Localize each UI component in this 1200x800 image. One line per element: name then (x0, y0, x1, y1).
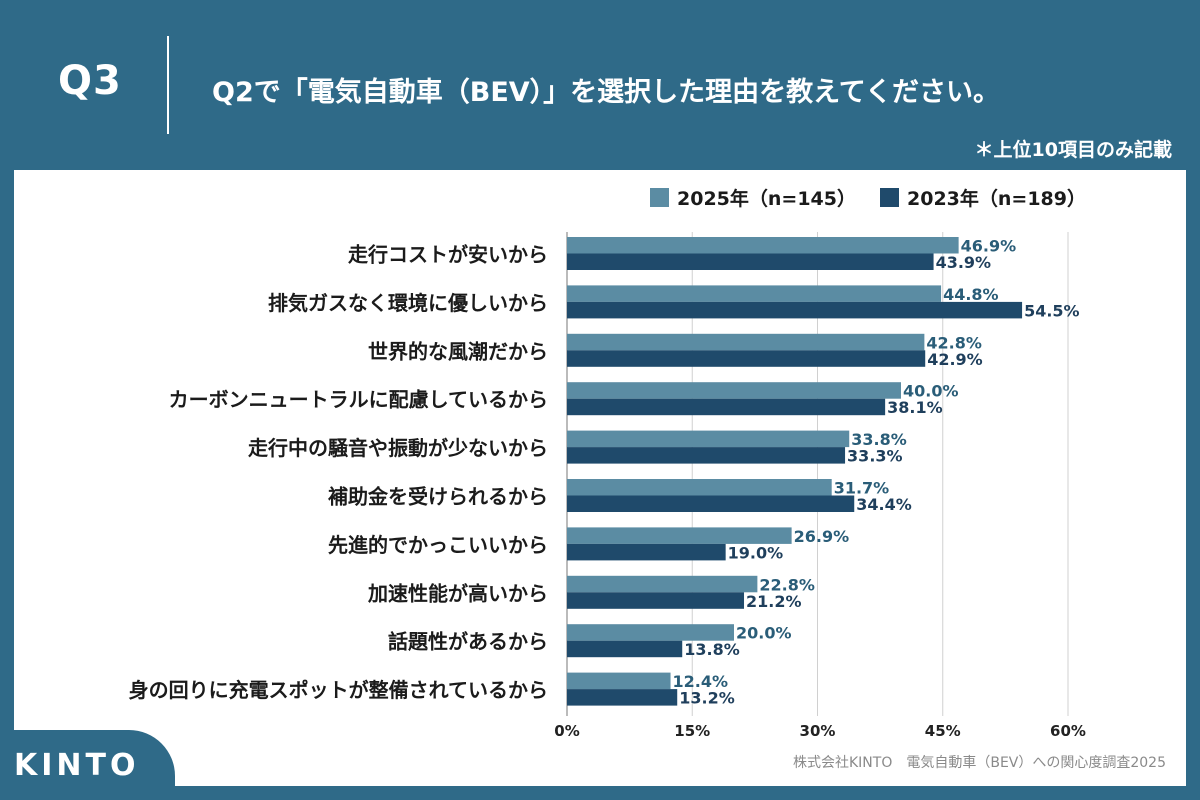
data-label-2023: 38.1% (887, 398, 943, 417)
bar-2023 (567, 543, 726, 561)
data-label-2025: 26.9% (794, 527, 850, 546)
legend-swatch-2025 (650, 188, 669, 207)
data-label-2023: 19.0% (728, 543, 784, 562)
bar-2025 (567, 382, 901, 399)
kinto-logo: KINTO (14, 748, 140, 783)
legend-label-2025: 2025年（n=145） (677, 188, 856, 210)
category-label: 加速性能が高いから (367, 581, 548, 605)
category-label: 話題性があるから (388, 630, 548, 654)
bar-2023 (567, 640, 683, 658)
category-label: カーボンニュートラルに配慮しているから (169, 388, 548, 412)
bar-2025 (567, 575, 758, 593)
bar-2025 (567, 624, 734, 641)
legend-item-2023: 2023年（n=189） (880, 184, 1086, 211)
x-tick-label: 15% (674, 722, 710, 740)
bar-2023 (567, 447, 846, 464)
data-label-2025: 40.0% (903, 382, 959, 401)
data-label-2025: 33.8% (851, 430, 907, 449)
bar-2023 (567, 495, 855, 512)
data-label-2025: 12.4% (673, 672, 729, 691)
data-label-2023: 33.3% (847, 447, 903, 466)
legend-swatch-2023 (880, 188, 899, 207)
bar-2025 (567, 479, 832, 496)
category-label: 世界的な風潮だから (368, 339, 548, 363)
bar-2025 (567, 430, 850, 448)
legend-label-2023: 2023年（n=189） (907, 188, 1086, 210)
x-tick-label: 60% (1050, 722, 1086, 740)
data-label-2023: 43.9% (936, 253, 992, 272)
bar-2023 (567, 253, 934, 270)
data-label-2025: 20.0% (736, 624, 792, 643)
data-label-2025: 31.7% (834, 479, 890, 498)
category-label: 補助金を受けられるから (327, 485, 548, 509)
bar-2025 (567, 527, 792, 544)
data-label-2025: 46.9% (961, 237, 1017, 256)
data-label-2023: 21.2% (746, 592, 802, 611)
category-label: 排気ガスなく環境に優しいから (268, 291, 548, 315)
data-label-2025: 44.8% (943, 285, 999, 304)
legend-item-2025: 2025年（n=145） (650, 184, 856, 211)
question-number: Q3 (58, 58, 122, 104)
data-label-2023: 13.2% (679, 689, 735, 708)
chart-note: ＊上位10項目のみ記載 (974, 139, 1172, 161)
bar-2023 (567, 398, 886, 416)
bar-2023 (567, 689, 678, 706)
data-label-2023: 34.4% (856, 495, 912, 514)
data-label-2025: 42.8% (926, 333, 982, 352)
bar-2023 (567, 592, 745, 609)
data-label-2023: 42.9% (927, 350, 983, 369)
category-label: 走行コストが安いから (348, 243, 548, 267)
bar-2025 (567, 672, 671, 690)
category-label: 走行中の騒音や振動が少ないから (248, 436, 548, 460)
bar-2023 (567, 350, 926, 367)
source-credit: 株式会社KINTO 電気自動車（BEV）への関心度調査2025 (792, 755, 1166, 771)
logo-tab (0, 730, 175, 800)
bar-2025 (567, 333, 925, 351)
bar-2023 (567, 301, 1023, 319)
category-label: 身の回りに充電スポットが整備されているから (129, 678, 548, 702)
data-label-2023: 13.8% (684, 640, 740, 659)
question-title: Q2で「電気自動車（BEV）」を選択した理由を教えてください。 (212, 77, 1000, 108)
category-label: 先進的でかっこいいから (328, 533, 548, 557)
data-label-2025: 22.8% (759, 575, 815, 594)
bar-2025 (567, 285, 942, 302)
data-label-2023: 54.5% (1024, 301, 1080, 320)
x-tick-label: 45% (925, 722, 961, 740)
x-tick-label: 30% (800, 722, 836, 740)
bar-2025 (567, 237, 959, 254)
chart-legend: 2025年（n=145） 2023年（n=189） (650, 184, 1096, 211)
header-divider (167, 36, 169, 134)
x-tick-label: 0% (554, 722, 579, 740)
